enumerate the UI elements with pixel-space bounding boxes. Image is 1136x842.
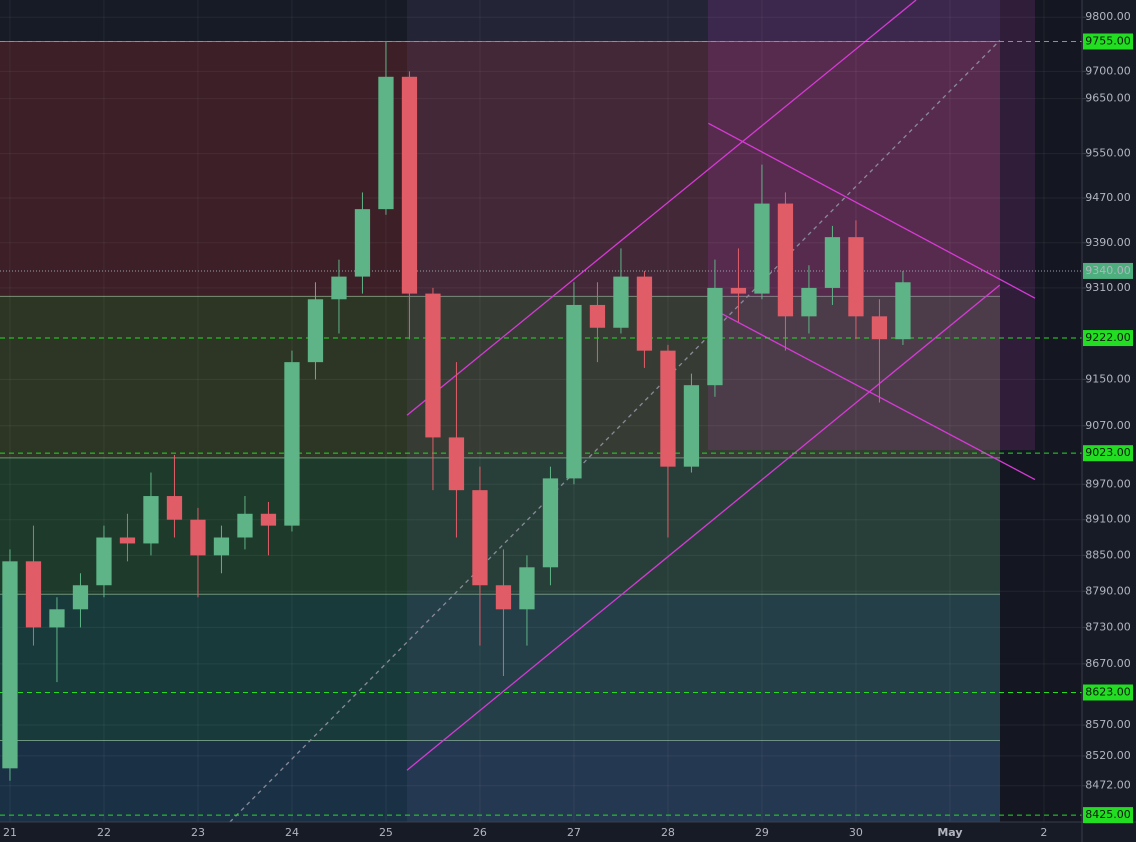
trendline bbox=[406, 0, 917, 416]
candle-body bbox=[519, 567, 535, 610]
y-tick-label: 8730.00 bbox=[1085, 620, 1131, 633]
candle-body bbox=[307, 299, 324, 363]
y-tick-label: 9470.00 bbox=[1085, 191, 1131, 204]
candle-body bbox=[354, 209, 371, 277]
y-tick-label: 9700.00 bbox=[1085, 64, 1131, 77]
level-badge bbox=[1083, 33, 1133, 50]
last-price-label: 9340.00 bbox=[1085, 264, 1131, 277]
candle-body bbox=[660, 350, 676, 467]
x-tick-label: May bbox=[937, 826, 962, 839]
candle-body bbox=[72, 585, 89, 610]
y-tick-label: 9650.00 bbox=[1085, 92, 1131, 105]
candle-body bbox=[636, 276, 653, 351]
y-tick-label: 9390.00 bbox=[1085, 236, 1131, 249]
candle-body bbox=[542, 478, 559, 568]
candle-body bbox=[754, 203, 770, 294]
x-tick-label: 2 bbox=[1040, 826, 1047, 839]
y-tick-label: 9150.00 bbox=[1085, 372, 1131, 385]
candle-body bbox=[707, 287, 723, 386]
candle-body bbox=[166, 496, 183, 520]
y-tick-label: 8472.00 bbox=[1085, 779, 1131, 792]
level-label: 9755.00 bbox=[1085, 34, 1131, 47]
candle-body bbox=[683, 385, 700, 467]
candle-body bbox=[401, 76, 418, 294]
candle-body bbox=[730, 287, 747, 294]
x-tick-label: 22 bbox=[97, 826, 111, 839]
x-tick-label: 23 bbox=[191, 826, 205, 839]
x-tick-label: 28 bbox=[661, 826, 675, 839]
x-tick-label: 30 bbox=[849, 826, 863, 839]
y-tick-label: 9800.00 bbox=[1085, 10, 1131, 23]
zone bbox=[0, 296, 1000, 458]
candle-body bbox=[613, 276, 629, 328]
candle-body bbox=[824, 237, 841, 288]
y-tick-label: 9070.00 bbox=[1085, 419, 1131, 432]
zone bbox=[0, 457, 1000, 595]
level-badge bbox=[1083, 684, 1133, 701]
candle-body bbox=[848, 237, 864, 317]
level-badge bbox=[1083, 807, 1133, 824]
trendline bbox=[406, 284, 1001, 771]
x-tick-label: 24 bbox=[285, 826, 299, 839]
level-label: 9222.00 bbox=[1085, 331, 1131, 344]
candle-body bbox=[495, 585, 512, 610]
x-tick-label: 25 bbox=[379, 826, 393, 839]
level-label: 8425.00 bbox=[1085, 808, 1131, 821]
zone bbox=[0, 594, 1000, 741]
y-tick-label: 8790.00 bbox=[1085, 584, 1131, 597]
y-tick-label: 8570.00 bbox=[1085, 718, 1131, 731]
candle-body bbox=[378, 76, 394, 210]
zone bbox=[0, 740, 1000, 822]
candle-body bbox=[96, 537, 112, 586]
candle-body bbox=[871, 316, 888, 340]
y-tick-label: 9550.00 bbox=[1085, 147, 1131, 160]
candle-body bbox=[25, 561, 42, 628]
candle-body bbox=[213, 537, 230, 556]
price-axis bbox=[1082, 0, 1136, 842]
candle-body bbox=[284, 362, 300, 526]
candle-body bbox=[49, 609, 65, 628]
candle-body bbox=[2, 561, 18, 769]
level-label: 8623.00 bbox=[1085, 686, 1131, 699]
candle-body bbox=[143, 496, 159, 544]
candle-body bbox=[237, 513, 253, 538]
candle-body bbox=[589, 304, 606, 328]
candle-body bbox=[119, 537, 136, 544]
x-tick-label: 26 bbox=[473, 826, 487, 839]
level-badge bbox=[1083, 330, 1133, 347]
candle-body bbox=[331, 276, 347, 300]
x-tick-label: 27 bbox=[567, 826, 581, 839]
level-label: 9023.00 bbox=[1085, 446, 1131, 459]
pattern-shade bbox=[407, 0, 1000, 822]
candle-body bbox=[260, 513, 277, 526]
x-tick-label: 29 bbox=[755, 826, 769, 839]
candle-body bbox=[472, 490, 488, 586]
last-price-badge bbox=[1083, 262, 1133, 279]
y-tick-label: 8670.00 bbox=[1085, 657, 1131, 670]
y-tick-label: 8910.00 bbox=[1085, 513, 1131, 526]
level-badge bbox=[1083, 445, 1133, 462]
candle-body bbox=[566, 304, 582, 479]
x-tick-label: 21 bbox=[3, 826, 17, 839]
candle-body bbox=[190, 519, 206, 556]
time-axis bbox=[0, 822, 1136, 842]
candle-body bbox=[777, 203, 794, 317]
future-area bbox=[1000, 0, 1082, 822]
candle-body bbox=[895, 282, 911, 340]
candle-body bbox=[448, 437, 465, 491]
y-tick-label: 8850.00 bbox=[1085, 548, 1131, 561]
trendline bbox=[708, 122, 1036, 299]
trendline bbox=[229, 39, 1001, 823]
y-tick-label: 8970.00 bbox=[1085, 477, 1131, 490]
candle-body bbox=[801, 287, 817, 317]
y-tick-label: 8520.00 bbox=[1085, 749, 1131, 762]
candle-body bbox=[425, 293, 441, 438]
y-tick-label: 9310.00 bbox=[1085, 281, 1131, 294]
